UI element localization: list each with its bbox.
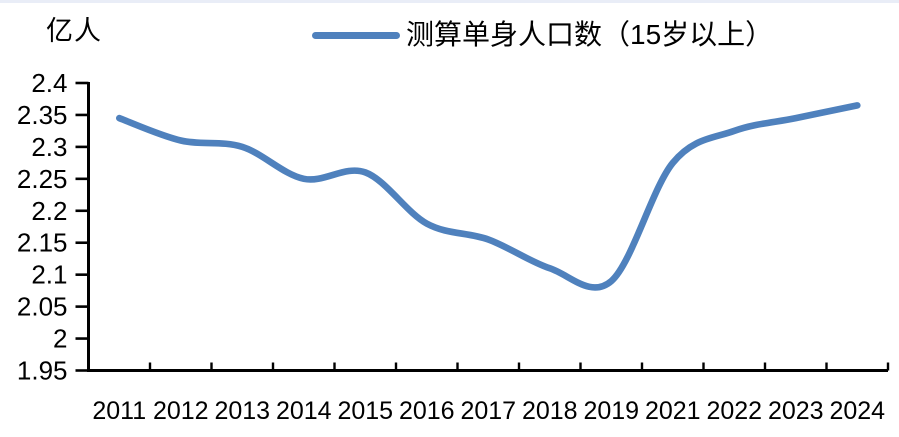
x-axis-tick-label: 2013 [214,397,270,425]
top-edge-strip [0,0,899,3]
x-axis-tick-label: 2015 [337,397,393,425]
x-axis-tick-label: 2023 [768,397,824,425]
y-axis-tick-label: 2.05 [17,292,68,322]
x-axis-tick-label: 2014 [276,397,332,425]
legend-line-swatch [312,31,400,39]
legend-label: 测算单身人口数（15岁以上） [406,19,774,50]
y-axis-tick-label: 2.1 [31,260,67,290]
legend: 测算单身人口数（15岁以上） [312,18,773,52]
y-axis-tick-label: 2.2 [31,196,67,226]
x-axis-tick-label: 2021 [645,397,701,425]
y-axis-tick-label: 2.15 [17,228,68,258]
y-axis-unit-label: 亿人 [46,16,102,46]
x-axis-tick-label: 2019 [583,397,639,425]
x-axis-tick-label: 2017 [460,397,516,425]
y-axis-tick-label: 1.95 [17,356,68,386]
y-axis-tick-label: 2.35 [17,100,68,130]
x-axis-tick-label: 2018 [522,397,578,425]
series-line [116,102,861,291]
x-axis-tick-label: 2016 [399,397,455,425]
y-axis-tick-label: 2.25 [17,164,68,194]
y-axis-tick-label: 2.4 [31,68,67,98]
y-axis-tick-label: 2.3 [31,132,67,162]
y-axis-tick-label: 2 [53,324,67,354]
x-axis-tick-label: 2012 [153,397,209,425]
x-axis-tick-label: 2024 [829,397,885,425]
x-axis-tick-label: 2022 [706,397,762,425]
x-axis-tick-label: 2011 [92,397,146,425]
